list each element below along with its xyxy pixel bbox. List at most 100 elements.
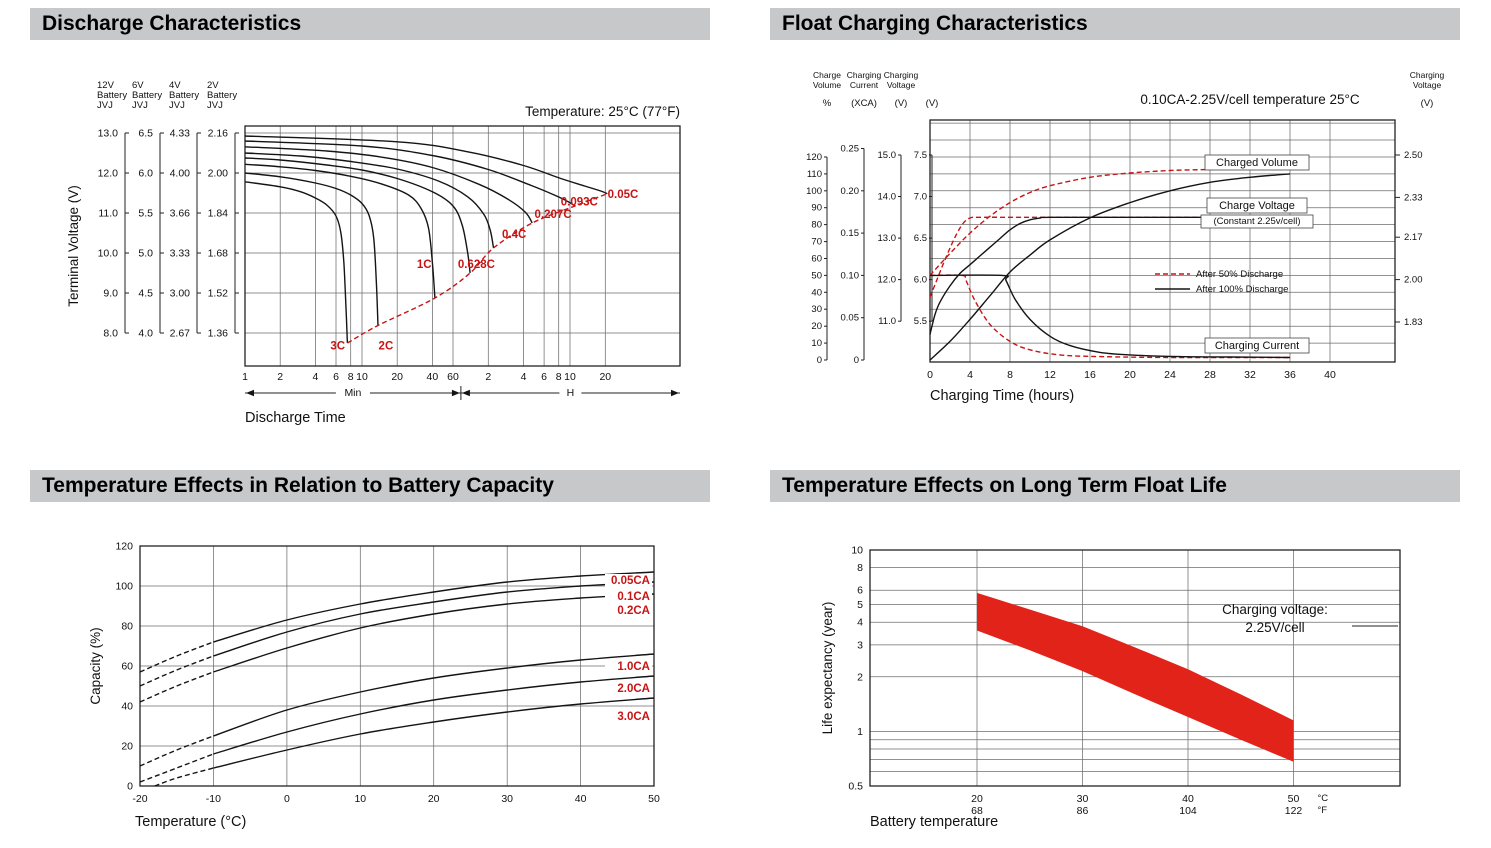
svg-text:4: 4 (857, 617, 863, 629)
svg-text:70: 70 (811, 237, 822, 248)
svg-text:Terminal Voltage (V): Terminal Voltage (V) (66, 185, 81, 307)
svg-text:3.66: 3.66 (170, 208, 191, 220)
svg-text:15.0: 15.0 (878, 150, 897, 161)
svg-text:30: 30 (1077, 793, 1089, 805)
panel-temp-capacity: Temperature Effects in Relation to Batte… (30, 470, 710, 840)
svg-text:-20: -20 (132, 793, 147, 805)
svg-text:20: 20 (1124, 369, 1136, 381)
svg-text:40: 40 (575, 793, 587, 805)
svg-text:JVJ: JVJ (207, 100, 223, 111)
svg-text:20: 20 (811, 321, 822, 332)
svg-text:7.5: 7.5 (914, 150, 927, 161)
svg-text:60: 60 (811, 254, 822, 265)
discharge-chart: 13.012.011.010.09.08.012VBatteryJVJ6.56.… (66, 80, 681, 426)
svg-text:Charging voltage:: Charging voltage: (1222, 602, 1328, 617)
svg-text:8: 8 (1007, 369, 1013, 381)
svg-text:20: 20 (121, 741, 133, 753)
svg-text:Volume: Volume (813, 80, 842, 90)
svg-text:40: 40 (121, 701, 133, 713)
svg-text:0.10: 0.10 (841, 271, 860, 282)
svg-text:28: 28 (1204, 369, 1216, 381)
svg-text:3: 3 (857, 640, 863, 652)
svg-text:(XCA): (XCA) (851, 98, 877, 109)
svg-text:12.0: 12.0 (878, 275, 897, 286)
panel-title-discharge: Discharge Characteristics (30, 8, 710, 41)
svg-text:0.15: 0.15 (841, 228, 860, 239)
svg-text:Capacity (%): Capacity (%) (88, 628, 103, 705)
svg-text:14.0: 14.0 (878, 192, 897, 203)
svg-text:5: 5 (857, 599, 863, 611)
svg-text:2: 2 (485, 371, 491, 383)
svg-text:4.5: 4.5 (138, 288, 153, 300)
svg-text:2V: 2V (207, 80, 219, 91)
svg-text:3.33: 3.33 (170, 248, 191, 260)
svg-text:30: 30 (811, 304, 822, 315)
svg-text:8: 8 (348, 371, 354, 383)
svg-text:(V): (V) (926, 98, 939, 109)
svg-text:11.0: 11.0 (878, 316, 896, 327)
svg-text:6.0: 6.0 (138, 168, 153, 180)
svg-text:0: 0 (127, 781, 133, 793)
svg-text:1.68: 1.68 (208, 248, 229, 260)
panel-title-text: Discharge Characteristics (42, 12, 302, 35)
svg-text:120: 120 (115, 541, 133, 553)
svg-text:1.84: 1.84 (208, 208, 229, 220)
svg-text:6: 6 (857, 585, 863, 597)
svg-text:8: 8 (857, 562, 863, 574)
svg-text:68: 68 (971, 805, 983, 817)
svg-text:2: 2 (857, 671, 863, 683)
svg-text:0.1CA: 0.1CA (617, 591, 650, 603)
svg-text:120: 120 (806, 152, 822, 163)
svg-text:2.16: 2.16 (208, 128, 229, 140)
svg-text:Temperature (°C): Temperature (°C) (135, 814, 246, 830)
svg-text:0.093C: 0.093C (561, 197, 598, 209)
svg-text:6V: 6V (132, 80, 144, 91)
svg-text:32: 32 (1244, 369, 1256, 381)
panel-discharge: Discharge Characteristics 13.0 12.0 11.0 10… (30, 8, 710, 438)
svg-text:5.5: 5.5 (914, 316, 927, 327)
panel-float-charging: Float Charging Characteristics 0 10 20 30 40… (770, 8, 1460, 408)
svg-text:4.0: 4.0 (138, 328, 153, 340)
svg-text:7.0: 7.0 (914, 192, 927, 203)
svg-text:2.0CA: 2.0CA (617, 683, 650, 695)
svg-text:8.0: 8.0 (103, 328, 118, 340)
svg-text:4.00: 4.00 (170, 168, 191, 180)
svg-text:2.50: 2.50 (1404, 150, 1423, 161)
svg-text:Battery: Battery (169, 90, 199, 101)
svg-text:2: 2 (277, 371, 283, 383)
svg-text:JVJ: JVJ (132, 100, 148, 111)
svg-text:50: 50 (1288, 793, 1300, 805)
svg-text:°F: °F (1318, 805, 1328, 816)
svg-text:Battery: Battery (97, 90, 127, 101)
panel-title-float-life: Temperature Effects on Long Term Float L… (770, 470, 1460, 503)
panel-title-text: Temperature Effects on Long Term Float L… (782, 474, 1227, 497)
svg-text:JVJ: JVJ (97, 100, 113, 111)
svg-text:40: 40 (1182, 793, 1194, 805)
svg-text:Voltage: Voltage (1413, 80, 1442, 90)
svg-text:50: 50 (811, 271, 822, 282)
svg-text:Charging Time (hours): Charging Time (hours) (930, 388, 1074, 404)
svg-text:11.0: 11.0 (98, 208, 118, 220)
svg-text:0.4C: 0.4C (502, 229, 526, 241)
svg-text:1.52: 1.52 (208, 288, 229, 300)
svg-text:0: 0 (927, 369, 933, 381)
svg-text:Min: Min (344, 387, 361, 399)
svg-text:12: 12 (1044, 369, 1056, 381)
panel-title-text: Temperature Effects in Relation to Batte… (42, 474, 554, 497)
svg-text:(Constant 2.25v/cell): (Constant 2.25v/cell) (1213, 216, 1300, 227)
svg-text:Life expectancy (year): Life expectancy (year) (820, 602, 835, 735)
panel-float-life: Temperature Effects on Long Term Float L… (770, 470, 1460, 848)
svg-text:6.0: 6.0 (914, 275, 927, 286)
svg-text:5.5: 5.5 (138, 208, 153, 220)
svg-text:6: 6 (541, 371, 547, 383)
svg-text:0.25: 0.25 (841, 144, 860, 155)
svg-text:Battery: Battery (132, 90, 162, 101)
svg-text:10: 10 (356, 371, 368, 383)
float-charging-chart: 0102030405060708090100110120ChargeVolume… (806, 70, 1444, 404)
svg-text:0.207C: 0.207C (535, 209, 572, 221)
svg-text:10.0: 10.0 (98, 248, 119, 260)
svg-text:2C: 2C (379, 340, 394, 352)
svg-text:90: 90 (811, 203, 822, 214)
svg-text:Charge: Charge (813, 70, 841, 80)
